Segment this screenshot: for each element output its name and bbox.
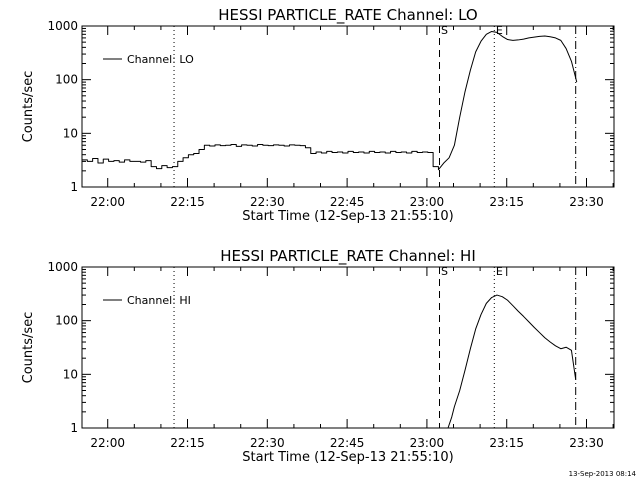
legend-label: Channel: HI [127,294,191,307]
y-tick-label: 1 [70,180,78,194]
y-tick-label: 1000 [47,260,78,274]
x-tick-label: 23:30 [569,436,604,450]
marker-label: S [441,265,448,278]
y-tick-label: 100 [55,73,78,87]
marker-label: E [496,24,503,37]
chart-title: HESSI PARTICLE_RATE Channel: LO [218,6,477,25]
y-axis-label: Counts/sec [21,71,36,143]
series-line-primary [447,294,577,429]
x-axis-label: Start Time (12-Sep-13 21:55:10) [242,450,453,465]
x-tick-label: 22:15 [170,436,205,450]
x-tick-label: 22:45 [330,195,365,209]
x-tick-label: 22:30 [250,195,285,209]
panel-channel-lo: HESSI PARTICLE_RATE Channel: LO 1 10 100 100… [21,6,615,224]
x-tick-label: 22:00 [90,195,125,209]
y-tick-label: 1 [70,421,78,435]
x-tick-label: 23:00 [410,195,445,209]
x-axis-label: Start Time (12-Sep-13 21:55:10) [242,209,453,224]
y-tick-label: 1000 [47,19,78,33]
footer-timestamp: 13-Sep-2013 08:14 [569,470,637,478]
y-tick-label: 10 [63,367,78,381]
x-tick-label: 22:30 [250,436,285,450]
marker-label: S [441,24,448,37]
x-tick-label: 23:15 [489,195,524,209]
legend-label: Channel: LO [127,53,194,66]
x-tick-label: 23:00 [410,436,445,450]
x-tick-label: 22:45 [330,436,365,450]
y-tick-label: 10 [63,126,78,140]
x-tick-label: 23:30 [569,195,604,209]
y-axis-label: Counts/sec [21,312,36,384]
x-tick-label: 23:15 [489,436,524,450]
x-tick-label: 22:15 [170,195,205,209]
plot-frame [81,266,615,429]
series-line-primary [82,30,578,171]
marker-label: E [496,265,503,278]
chart-title: HESSI PARTICLE_RATE Channel: HI [220,247,476,266]
x-tick-label: 22:00 [90,436,125,450]
plot-frame [81,25,615,188]
panel-channel-hi: HESSI PARTICLE_RATE Channel: HI 1 10 100 100… [21,247,615,465]
y-tick-label: 100 [55,314,78,328]
